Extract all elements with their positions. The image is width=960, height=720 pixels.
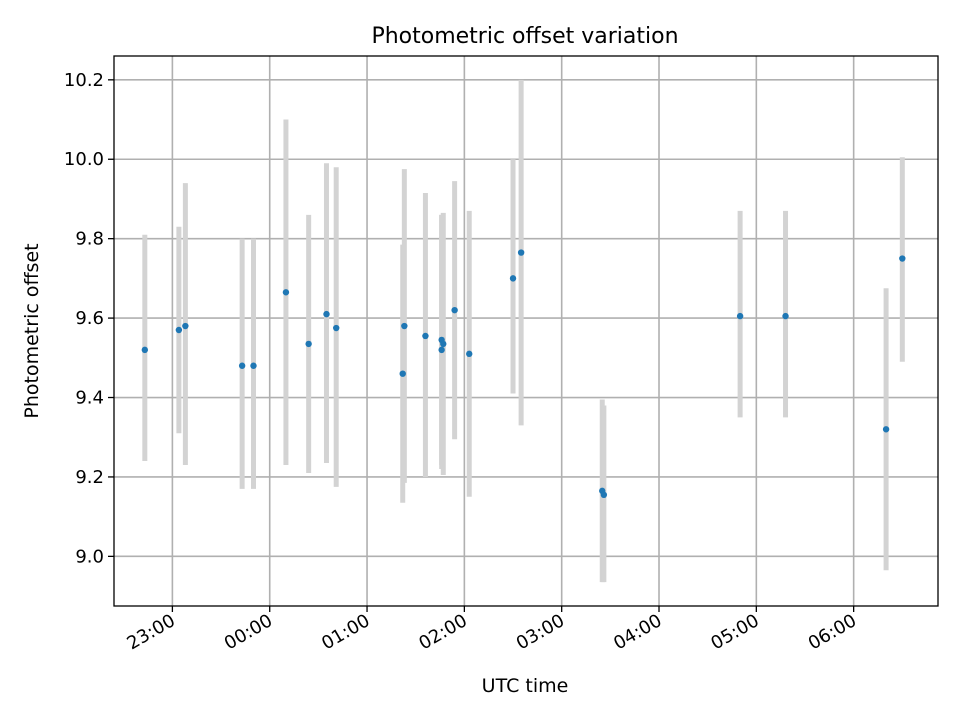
data-point xyxy=(238,362,246,369)
data-point xyxy=(422,332,429,340)
y-tick-label: 10.0 xyxy=(64,149,104,170)
data-point xyxy=(282,289,290,296)
data-point xyxy=(399,370,406,377)
data-point xyxy=(175,326,183,334)
data-point xyxy=(451,306,458,314)
y-tick-label: 9.0 xyxy=(75,546,104,567)
data-point xyxy=(600,491,608,499)
data-point xyxy=(509,275,517,282)
data-points xyxy=(141,249,906,499)
data-point xyxy=(401,322,408,330)
data-point xyxy=(517,249,525,256)
data-point xyxy=(899,255,906,262)
plot-frame xyxy=(113,55,939,607)
y-axis-label: Photometric offset xyxy=(21,243,43,418)
y-tick-label: 9.4 xyxy=(75,388,104,409)
y-tick-label: 10.2 xyxy=(64,70,104,91)
y-axis-ticks: 9.0 9.2 9.4 9.6 9.8 10.0 10.2 xyxy=(64,70,114,567)
data-point xyxy=(440,340,447,348)
data-point xyxy=(882,426,890,433)
y-tick-label: 9.2 xyxy=(75,467,104,488)
chart-title: Photometric offset variation xyxy=(371,24,678,49)
data-point xyxy=(438,346,445,354)
data-point xyxy=(305,340,312,348)
data-point xyxy=(333,324,340,332)
y-tick-label: 9.8 xyxy=(75,229,104,250)
x-axis-label: UTC time xyxy=(482,675,569,697)
y-tick-label: 9.6 xyxy=(75,308,104,329)
data-point xyxy=(182,322,189,330)
data-point xyxy=(250,362,257,369)
data-point xyxy=(782,312,789,320)
data-point xyxy=(323,310,330,318)
data-point xyxy=(736,312,744,320)
data-point xyxy=(466,350,473,358)
data-point xyxy=(141,346,149,354)
